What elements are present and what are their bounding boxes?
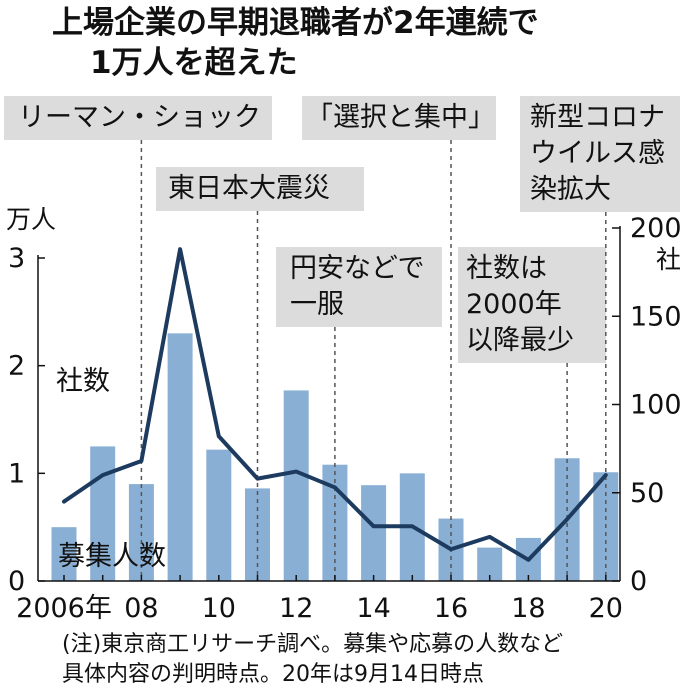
right-tick-label-150: 150 (630, 301, 682, 332)
x-tick-label-2010: 10 (202, 593, 236, 624)
annotation-text-2013-0: 円安などで (290, 253, 424, 284)
annotation-box-2008 (4, 96, 272, 140)
right-axis-unit: 社 (656, 245, 681, 274)
company-count-line-layer (62, 247, 608, 562)
source-note-line-1: (注)東京商工リサーチ調べ。募集や応募の人数など (62, 632, 563, 657)
annotation-box-2019 (458, 247, 606, 363)
annotation-text-2019-2: 以降最少 (466, 325, 574, 356)
left-tick-label-3: 3 (8, 243, 25, 274)
bar-2012 (283, 390, 309, 581)
annotation-box-2020 (520, 96, 680, 212)
bar-2014 (361, 485, 387, 581)
chart-title-line-1: 上場企業の早期退職者が2年連続で (52, 5, 539, 41)
x-tick-label-2014: 14 (356, 593, 390, 624)
annotation-text-2020-1: ウイルス感 (530, 138, 665, 169)
x-tick-label-2006: 2006年 (16, 593, 112, 624)
chart-title-line-2: 1万人を超えた (90, 45, 298, 81)
right-tick-label-0: 0 (630, 566, 647, 597)
left-tick-label-0: 0 (8, 566, 25, 597)
x-tick-label-2008: 08 (124, 593, 158, 624)
source-note-line-2: 具体内容の判明時点。20年は9月14日時点 (62, 662, 484, 687)
x-tick-label-2016: 16 (434, 593, 468, 624)
bar-2006 (51, 527, 77, 581)
annotation-boxes (4, 96, 680, 363)
bar-2009 (167, 333, 193, 581)
annotation-box-2011 (156, 167, 364, 211)
annotation-text-2019-1: 2000年 (466, 289, 562, 320)
right-tick-label-200: 200 (630, 213, 682, 244)
x-tick-label-2020: 20 (589, 593, 623, 624)
annotation-text-2013-1: 一服 (290, 289, 344, 320)
right-tick-label-50: 50 (630, 478, 664, 509)
annotation-text-2020-2: 染拡大 (530, 174, 611, 205)
x-tick-label-2012: 12 (279, 593, 313, 624)
left-tick-label-1: 1 (8, 458, 25, 489)
recruitment-bars (51, 333, 619, 581)
left-axis-unit: 万人 (6, 205, 56, 234)
annotation-text-2016-0: 「選択と集中」 (306, 102, 495, 133)
annotation-text-2019-0: 社数は (466, 253, 547, 284)
bar-2007 (90, 446, 116, 581)
left-tick-label-2: 2 (8, 351, 25, 382)
line-series-label: 社数 (56, 366, 110, 397)
annotation-text-2020-0: 新型コロナ (530, 102, 665, 133)
annotation-box-2016 (302, 96, 496, 140)
right-tick-label-100: 100 (630, 390, 682, 421)
annotation-box-2013 (276, 247, 442, 327)
bar-2010 (206, 449, 232, 581)
bar-series-label: 募集人数 (58, 541, 166, 572)
x-tick-label-2018: 18 (511, 593, 545, 624)
annotation-text-2011-0: 東日本大震災 (168, 173, 330, 204)
annotation-dashed-lines (140, 140, 607, 581)
annotation-text-2008-0: リーマン・ショック (18, 102, 261, 133)
